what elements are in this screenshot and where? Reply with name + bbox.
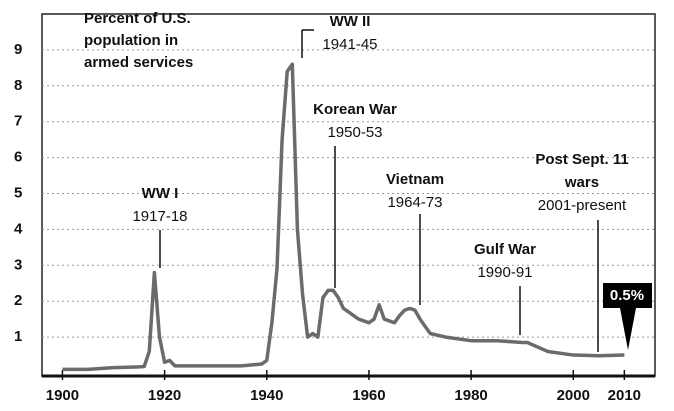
chart-title: Percent of U.S. [84, 10, 191, 27]
chart-title: population in [84, 32, 178, 49]
y-tick-label: 9 [14, 41, 22, 58]
annotation-label: wars [564, 174, 599, 191]
annotation-label: WW II [330, 13, 371, 30]
annotation-period: 1941-45 [322, 36, 377, 53]
y-tick-label: 3 [14, 256, 22, 273]
annotation-label: Gulf War [474, 241, 536, 258]
x-tick-label: 2010 [608, 387, 641, 404]
annotation-period: 1964-73 [387, 194, 442, 211]
annotation-label: Korean War [313, 101, 397, 118]
y-tick-label: 6 [14, 149, 22, 166]
x-tick-label: 1940 [250, 387, 283, 404]
annotation-label: Vietnam [386, 171, 444, 188]
x-tick-label: 1980 [454, 387, 487, 404]
annotation-period: 1990-91 [477, 264, 532, 281]
end-label: 0.5% [610, 287, 644, 304]
x-tick-label: 1960 [352, 387, 385, 404]
y-tick-label: 5 [14, 184, 22, 201]
x-tick-label: 1920 [148, 387, 181, 404]
annotation-period: 1950-53 [327, 124, 382, 141]
chart-title: armed services [84, 54, 193, 71]
y-tick-label: 4 [14, 220, 23, 237]
callout-box [603, 283, 652, 350]
x-tick-label: 2000 [557, 387, 590, 404]
annotation-label: WW I [142, 185, 179, 202]
y-tick-label: 2 [14, 292, 22, 309]
x-tick-label: 1900 [46, 387, 79, 404]
annotation-period: 2001-present [538, 197, 627, 214]
annotation-period: 1917-18 [132, 208, 187, 225]
annotation-label: Post Sept. 11 [535, 151, 628, 168]
y-tick-label: 8 [14, 77, 22, 94]
y-tick-label: 1 [14, 328, 22, 345]
y-tick-label: 7 [14, 113, 22, 130]
data-line [62, 62, 625, 372]
